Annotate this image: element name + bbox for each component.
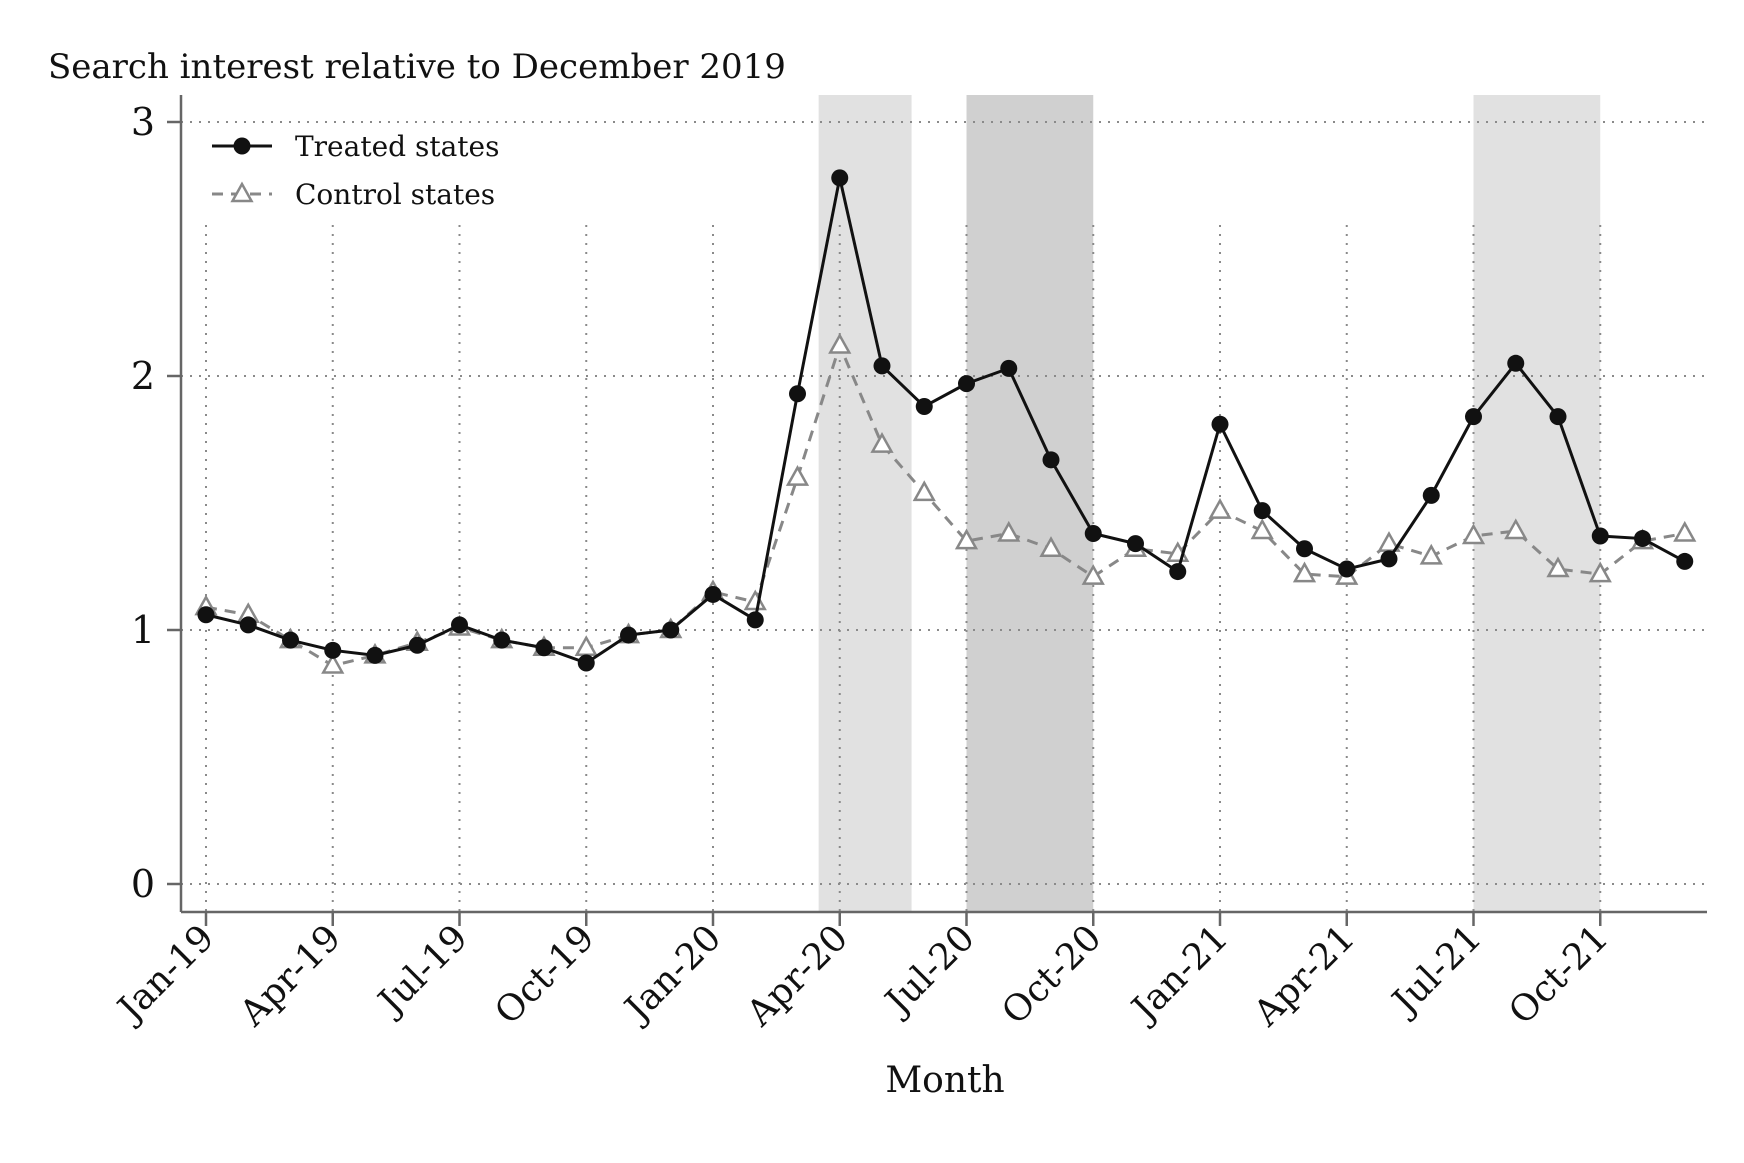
data-point-treated-states <box>1591 527 1609 545</box>
x-tick-label: Jan-21 <box>1122 917 1237 1032</box>
data-point-treated-states <box>789 385 806 403</box>
legend-item-treated-states: Treated states <box>212 130 499 163</box>
shaded-period-2 <box>966 95 1094 912</box>
data-point-control-states <box>954 528 979 550</box>
x-tick-label: Oct-21 <box>1501 917 1616 1032</box>
data-point-treated-states <box>1253 502 1271 520</box>
data-point-control-states <box>1292 561 1317 583</box>
x-tick-label: Apr-19 <box>232 917 350 1035</box>
data-point-treated-states <box>1211 415 1229 433</box>
data-point-treated-states <box>324 641 342 659</box>
data-point-treated-states <box>451 616 468 634</box>
data-point-treated-states <box>239 616 257 634</box>
data-point-treated-states <box>282 631 299 649</box>
data-point-treated-states <box>1042 451 1060 469</box>
data-point-treated-states <box>1296 540 1313 558</box>
data-point-treated-states <box>831 169 849 187</box>
data-point-treated-states <box>662 621 680 639</box>
shaded-period-1 <box>818 95 912 912</box>
x-tick-label: Apr-20 <box>739 917 857 1035</box>
data-point-control-states <box>1250 518 1274 540</box>
data-point-control-states <box>574 635 598 657</box>
x-tick-label: Jul-19 <box>368 917 476 1025</box>
data-point-control-states <box>1546 556 1570 578</box>
series-line-treated-states <box>205 176 1686 665</box>
data-point-treated-states <box>1634 530 1651 548</box>
data-point-control-states <box>743 589 767 611</box>
x-tick-label: Jul-21 <box>1382 917 1490 1025</box>
series-control-states <box>194 332 1697 674</box>
legend-marker-control-states <box>230 181 254 203</box>
data-point-control-states <box>1208 498 1232 519</box>
data-point-treated-states <box>620 626 637 644</box>
data-point-control-states <box>1419 543 1443 565</box>
data-point-control-states <box>785 465 810 486</box>
x-axis-label: Month <box>885 1060 1004 1101</box>
legend-marker-treated-states <box>233 137 251 155</box>
legend-label-treated-states: Treated states <box>295 130 499 163</box>
data-point-treated-states <box>746 611 764 629</box>
data-point-treated-states <box>366 646 384 664</box>
data-point-treated-states <box>1422 486 1440 504</box>
y-tick-label: 0 <box>131 862 155 906</box>
y-tick-label: 3 <box>131 100 155 144</box>
data-point-treated-states <box>1338 560 1356 578</box>
data-point-treated-states <box>958 375 975 393</box>
data-point-treated-states <box>1507 354 1525 372</box>
data-point-control-states <box>1673 520 1697 542</box>
shaded-period-3 <box>1473 95 1601 912</box>
data-point-treated-states <box>1084 524 1102 542</box>
legend: Treated states Control states <box>212 130 499 211</box>
data-point-treated-states <box>1380 550 1398 568</box>
data-point-control-states <box>1504 518 1528 540</box>
axes <box>167 95 1707 926</box>
y-tick-label: 2 <box>131 354 155 398</box>
data-point-control-states <box>997 520 1021 542</box>
series-treated-states <box>197 169 1694 672</box>
legend-item-control-states: Control states <box>212 178 495 211</box>
data-point-treated-states <box>535 639 553 657</box>
data-point-control-states <box>1461 523 1486 545</box>
y-tick-label: 1 <box>131 608 155 652</box>
x-tick-label: Jan-20 <box>615 917 730 1032</box>
x-tick-label: Jul-20 <box>875 917 983 1025</box>
x-tick-label: Apr-21 <box>1246 917 1364 1035</box>
data-point-control-states <box>1588 561 1612 583</box>
data-point-control-states <box>912 480 936 502</box>
data-point-treated-states <box>197 606 215 624</box>
data-point-control-states <box>828 332 852 354</box>
x-tick-label: Jan-19 <box>108 917 223 1032</box>
x-tick-label: Oct-20 <box>994 917 1109 1032</box>
data-point-treated-states <box>408 636 426 654</box>
data-point-treated-states <box>704 585 722 603</box>
data-point-control-states <box>1081 564 1105 585</box>
y-axis-title: Search interest relative to December 201… <box>48 47 786 87</box>
data-point-treated-states <box>1169 563 1187 581</box>
x-tick-label: Oct-19 <box>487 917 602 1032</box>
data-point-treated-states <box>1465 408 1482 426</box>
shaded-periods <box>818 95 1601 912</box>
data-point-treated-states <box>577 654 595 672</box>
data-point-treated-states <box>493 631 511 649</box>
data-point-control-states <box>1039 536 1063 557</box>
series-layer <box>194 169 1697 674</box>
data-point-treated-states <box>1676 552 1694 570</box>
data-point-control-states <box>870 432 894 453</box>
data-point-treated-states <box>1000 359 1018 377</box>
data-point-treated-states <box>915 397 933 415</box>
data-point-control-states <box>321 652 345 674</box>
data-point-treated-states <box>873 357 891 375</box>
data-point-treated-states <box>1127 535 1144 553</box>
data-point-treated-states <box>1549 408 1567 426</box>
legend-label-control-states: Control states <box>295 178 495 211</box>
